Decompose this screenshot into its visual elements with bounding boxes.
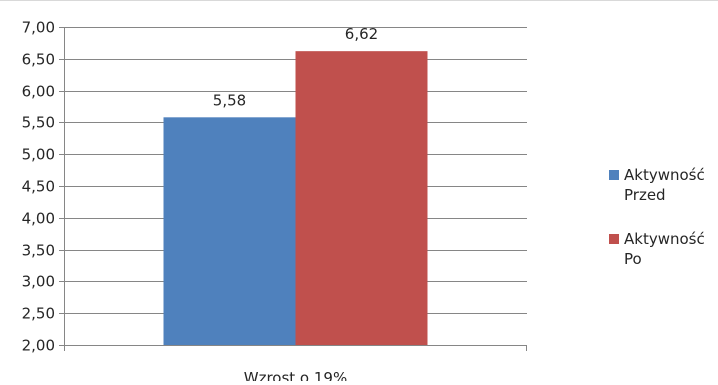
legend-label: Przed [624,186,666,204]
legend: Aktywność Przed Aktywność Po [609,166,705,268]
legend-label: Po [624,250,642,268]
bars [163,51,428,345]
y-tick-label: 4,50 [22,178,55,196]
y-tick-label: 5,50 [22,114,55,132]
bar [163,117,296,345]
x-category-label: Wzrost o 19% [244,369,347,381]
y-tick-label: 3,50 [22,242,55,260]
legend-label: Aktywność [624,166,705,184]
legend-label: Aktywność [624,230,705,248]
bar [295,51,428,345]
legend-swatch [609,170,619,180]
y-tick-label: 5,00 [22,146,55,164]
data-label: 6,62 [345,25,378,43]
axes [59,27,527,351]
data-label: 5,58 [213,91,246,109]
legend-swatch [609,234,619,244]
y-tick-label: 7,00 [22,19,55,37]
y-tick-label: 6,00 [22,83,55,101]
y-tick-label: 2,50 [22,305,55,323]
y-tick-label: 2,00 [22,337,55,355]
y-tick-label: 4,00 [22,210,55,228]
y-tick-label: 6,50 [22,51,55,69]
labels: 2,00 2,50 3,00 3,50 4,00 4,50 5,00 5,50 6,00 6,50… [22,19,379,385]
y-tick-label: 3,00 [22,273,55,291]
